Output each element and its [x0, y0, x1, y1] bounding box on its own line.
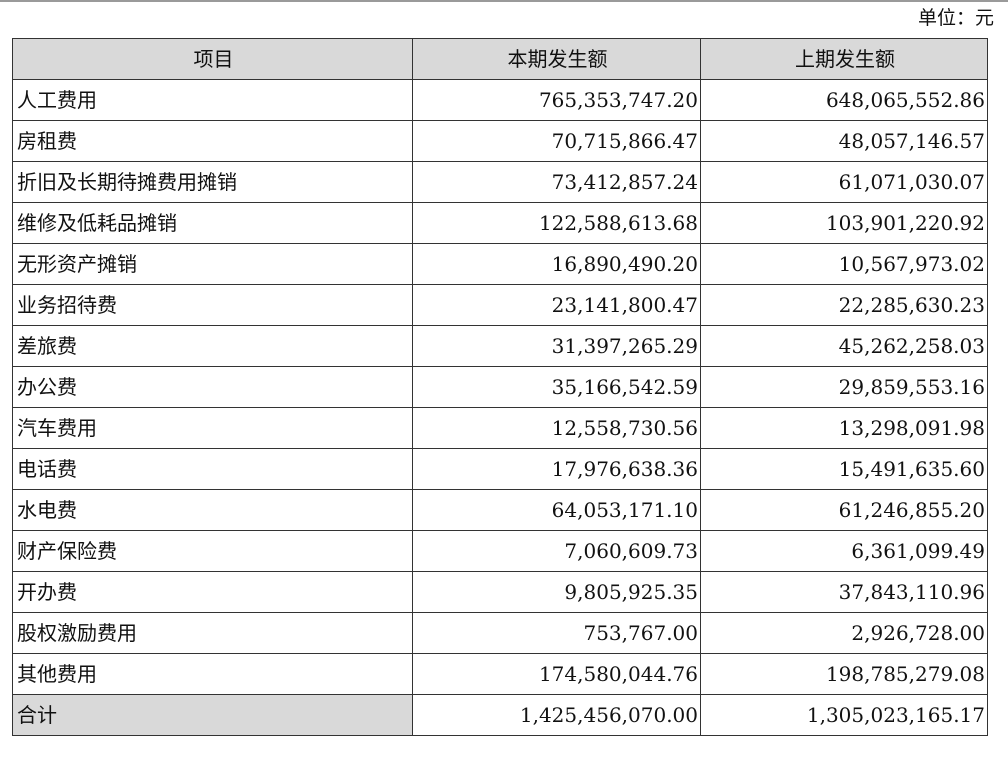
row-item: 折旧及长期待摊费用摊销 — [12, 161, 413, 203]
row-previous-amount: 29,859,553.16 — [700, 366, 988, 408]
row-previous-amount: 37,843,110.96 — [700, 571, 988, 613]
row-previous-amount: 6,361,099.49 — [700, 530, 988, 572]
row-item: 业务招待费 — [12, 284, 413, 326]
table-row: 差旅费 31,397,265.29 45,262,258.03 — [12, 325, 988, 367]
row-previous-amount: 15,491,635.60 — [700, 448, 988, 490]
row-previous-amount: 2,926,728.00 — [700, 612, 988, 654]
row-current-amount: 64,053,171.10 — [412, 489, 701, 531]
table-row: 股权激励费用 753,767.00 2,926,728.00 — [12, 612, 988, 654]
row-item: 财产保险费 — [12, 530, 413, 572]
row-current-amount: 12,558,730.56 — [412, 407, 701, 449]
table-row: 人工费用 765,353,747.20 648,065,552.86 — [12, 79, 988, 121]
row-current-amount: 17,976,638.36 — [412, 448, 701, 490]
row-previous-amount: 22,285,630.23 — [700, 284, 988, 326]
header-row: 项目 本期发生额 上期发生额 — [12, 38, 988, 80]
top-rule — [0, 0, 1008, 2]
table-row: 财产保险费 7,060,609.73 6,361,099.49 — [12, 530, 988, 572]
table-row: 水电费 64,053,171.10 61,246,855.20 — [12, 489, 988, 531]
header-previous-period: 上期发生额 — [700, 38, 988, 80]
row-current-amount: 174,580,044.76 — [412, 653, 701, 695]
row-previous-amount: 48,057,146.57 — [700, 120, 988, 162]
table-row: 无形资产摊销 16,890,490.20 10,567,973.02 — [12, 243, 988, 285]
row-previous-amount: 10,567,973.02 — [700, 243, 988, 285]
row-previous-amount: 61,246,855.20 — [700, 489, 988, 531]
table-row: 其他费用 174,580,044.76 198,785,279.08 — [12, 653, 988, 695]
row-item: 电话费 — [12, 448, 413, 490]
row-current-amount: 31,397,265.29 — [412, 325, 701, 367]
row-current-amount: 765,353,747.20 — [412, 79, 701, 121]
row-current-amount: 35,166,542.59 — [412, 366, 701, 408]
row-previous-amount: 13,298,091.98 — [700, 407, 988, 449]
row-previous-amount: 103,901,220.92 — [700, 202, 988, 244]
table-row: 房租费 70,715,866.47 48,057,146.57 — [12, 120, 988, 162]
expense-table: 项目 本期发生额 上期发生额 人工费用 765,353,747.20 648,0… — [12, 38, 988, 736]
row-current-amount: 9,805,925.35 — [412, 571, 701, 613]
total-current-amount: 1,425,456,070.00 — [412, 694, 701, 736]
row-current-amount: 16,890,490.20 — [412, 243, 701, 285]
row-item: 股权激励费用 — [12, 612, 413, 654]
row-current-amount: 7,060,609.73 — [412, 530, 701, 572]
row-item: 汽车费用 — [12, 407, 413, 449]
table-row: 电话费 17,976,638.36 15,491,635.60 — [12, 448, 988, 490]
row-item: 房租费 — [12, 120, 413, 162]
table-row: 折旧及长期待摊费用摊销 73,412,857.24 61,071,030.07 — [12, 161, 988, 203]
row-previous-amount: 61,071,030.07 — [700, 161, 988, 203]
unit-label: 单位：元 — [917, 7, 994, 29]
row-item: 开办费 — [12, 571, 413, 613]
total-row: 合计 1,425,456,070.00 1,305,023,165.17 — [12, 694, 988, 736]
row-item: 水电费 — [12, 489, 413, 531]
total-label: 合计 — [12, 694, 413, 736]
row-current-amount: 73,412,857.24 — [412, 161, 701, 203]
header-current-period: 本期发生额 — [412, 38, 701, 80]
table-body: 人工费用 765,353,747.20 648,065,552.86 房租费 7… — [12, 79, 988, 736]
table-row: 汽车费用 12,558,730.56 13,298,091.98 — [12, 407, 988, 449]
row-previous-amount: 198,785,279.08 — [700, 653, 988, 695]
table-row: 维修及低耗品摊销 122,588,613.68 103,901,220.92 — [12, 202, 988, 244]
header-item: 项目 — [12, 38, 413, 80]
row-previous-amount: 648,065,552.86 — [700, 79, 988, 121]
row-current-amount: 70,715,866.47 — [412, 120, 701, 162]
row-item: 其他费用 — [12, 653, 413, 695]
row-current-amount: 23,141,800.47 — [412, 284, 701, 326]
table-row: 办公费 35,166,542.59 29,859,553.16 — [12, 366, 988, 408]
row-item: 人工费用 — [12, 79, 413, 121]
row-current-amount: 122,588,613.68 — [412, 202, 701, 244]
total-previous-amount: 1,305,023,165.17 — [700, 694, 988, 736]
row-current-amount: 753,767.00 — [412, 612, 701, 654]
row-previous-amount: 45,262,258.03 — [700, 325, 988, 367]
row-item: 无形资产摊销 — [12, 243, 413, 285]
row-item: 办公费 — [12, 366, 413, 408]
table-row: 开办费 9,805,925.35 37,843,110.96 — [12, 571, 988, 613]
table-row: 业务招待费 23,141,800.47 22,285,630.23 — [12, 284, 988, 326]
row-item: 差旅费 — [12, 325, 413, 367]
row-item: 维修及低耗品摊销 — [12, 202, 413, 244]
